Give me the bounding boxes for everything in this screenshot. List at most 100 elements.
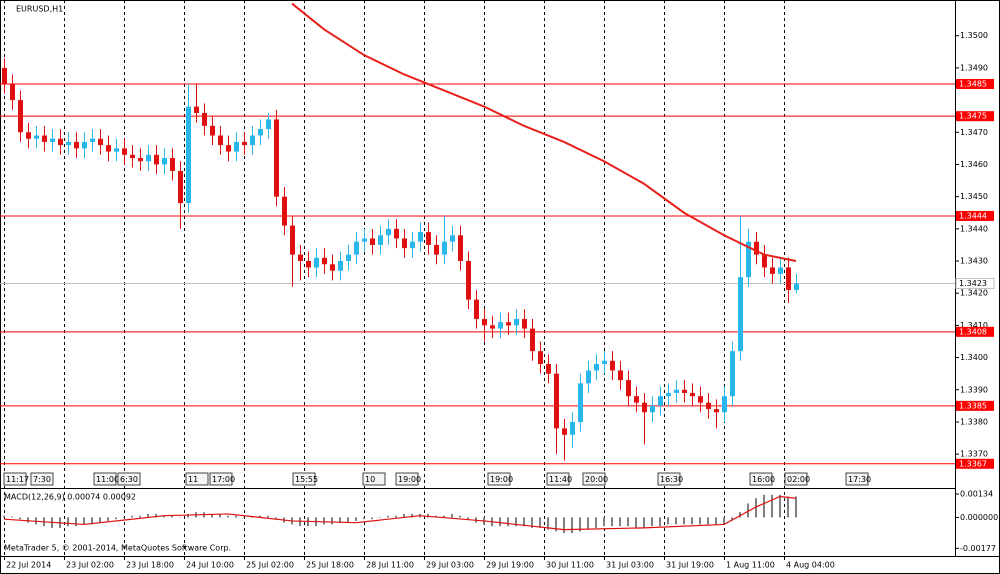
macd-bar: [523, 517, 525, 527]
trade-object-label: 19:00: [398, 475, 421, 484]
y-tick-label: 1.3410: [960, 321, 988, 330]
candle-body: [610, 360, 615, 371]
x-tick-label: 22 Jul 2014: [6, 561, 51, 570]
candle-body: [18, 100, 23, 133]
candle-body: [418, 232, 423, 242]
macd-bar: [251, 517, 253, 518]
macd-bar: [723, 517, 725, 525]
macd-bar: [691, 517, 693, 525]
candle-body: [106, 145, 111, 152]
level-label: 1.3385: [959, 401, 987, 410]
candle-body: [658, 396, 663, 406]
macd-bar: [747, 503, 749, 518]
candle-body: [690, 392, 695, 397]
macd-bar: [643, 517, 645, 528]
level-box: [956, 326, 994, 337]
candle-body: [66, 141, 71, 146]
y-tick-label: 1.3500: [960, 31, 988, 40]
trade-object-label: 11:00: [96, 475, 119, 484]
macd-bar: [371, 517, 373, 520]
candle-body: [474, 299, 479, 319]
candle-body: [578, 383, 583, 422]
candle-body: [130, 154, 135, 159]
macd-bar: [115, 517, 117, 520]
x-tick-label: 23 Jul 02:00: [66, 561, 114, 570]
trade-object-label: 17:00: [212, 475, 235, 484]
y-tick-label: 1.3430: [960, 257, 988, 266]
x-tick-label: 25 Jul 18:00: [306, 561, 354, 570]
trade-object-box: [845, 472, 869, 486]
y-tick-label: 1.3400: [960, 353, 988, 362]
macd-bar: [795, 496, 797, 518]
macd-bar: [443, 515, 445, 518]
trade-object-label: 16:30: [660, 475, 683, 484]
trade-object-box: [395, 472, 419, 486]
macd-bar: [683, 517, 685, 525]
macd-bar: [563, 517, 565, 534]
candle-body: [482, 318, 487, 326]
trade-object-box: [185, 472, 209, 486]
trade-object-box: [3, 472, 27, 486]
candle-body: [282, 196, 287, 226]
candle-body: [258, 129, 263, 136]
candle-body: [82, 141, 87, 149]
macd-bar: [755, 498, 757, 518]
candle-body: [706, 402, 711, 410]
candle-body: [234, 141, 239, 152]
macd-bar: [739, 512, 741, 518]
candle-body: [770, 267, 775, 274]
macd-bar: [667, 517, 669, 525]
candle-body: [402, 238, 407, 249]
macd-bar: [379, 517, 381, 518]
macd-bar: [99, 517, 101, 523]
candle-body: [90, 138, 95, 142]
macd-bar: [595, 517, 597, 528]
macd-bar: [123, 517, 125, 518]
candle-body: [458, 235, 463, 262]
candle-body: [674, 389, 679, 393]
candle-body: [442, 241, 447, 255]
macd-label: MACD(12,26,9) 0.00074 0.00092: [4, 493, 136, 502]
candle-body: [186, 106, 191, 204]
trade-object-label: 7:30: [33, 475, 51, 484]
y-tick-label: 1.3370: [960, 450, 988, 459]
trade-object-label: 10: [365, 475, 375, 484]
trade-object-label: 20:00: [585, 475, 608, 484]
macd-bar: [211, 513, 213, 518]
macd-bar: [187, 513, 189, 518]
macd-bar: [411, 513, 413, 518]
macd-bar: [715, 517, 717, 525]
candle-body: [514, 318, 519, 326]
macd-bar: [659, 517, 661, 527]
x-tick-label: 29 Jul 19:00: [486, 561, 534, 570]
macd-bar: [763, 494, 765, 518]
candle-body: [146, 154, 151, 162]
candle-body: [722, 396, 727, 413]
level-box: [956, 458, 994, 469]
macd-bar: [227, 515, 229, 518]
candle-body: [26, 132, 31, 139]
macd-bar: [331, 517, 333, 525]
level-box: [956, 79, 994, 90]
candle-body: [162, 158, 167, 165]
candle-body: [618, 370, 623, 381]
trade-object-label: 6:30: [120, 475, 138, 484]
candle-body: [786, 267, 791, 290]
macd-bar: [219, 513, 221, 518]
candle-body: [498, 322, 503, 329]
macd-bar: [539, 517, 541, 528]
macd-signal: [3, 495, 797, 531]
macd-bar: [387, 515, 389, 518]
trade-object-box: [546, 472, 570, 486]
x-tick-label: 25 Jul 02:00: [246, 561, 294, 570]
trade-object-box: [487, 472, 511, 486]
macd-bar: [147, 513, 149, 518]
level-label: 1.3367: [959, 459, 987, 468]
candle-body: [570, 421, 575, 435]
candle-body: [178, 170, 183, 204]
macd-bar: [259, 515, 261, 518]
x-tick-label: 23 Jul 18:00: [126, 561, 174, 570]
macd-bar: [427, 513, 429, 518]
